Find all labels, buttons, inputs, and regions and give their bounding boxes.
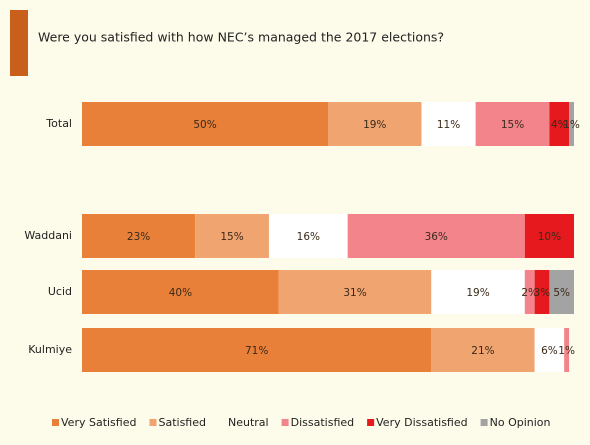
y-tick-label: Kulmiye	[28, 343, 72, 356]
bar-segment	[82, 328, 432, 372]
y-tick-label: Waddani	[24, 229, 72, 242]
bar-segment	[564, 328, 570, 372]
value-label: 71%	[245, 345, 268, 357]
legend-label: Dissatisfied	[291, 416, 355, 429]
title-accent	[10, 10, 28, 76]
value-label: 3%	[534, 287, 551, 299]
legend-label: Very Satisfied	[61, 416, 136, 429]
value-label: 19%	[466, 287, 489, 299]
y-tick-label: Total	[45, 117, 72, 130]
legend-label: No Opinion	[490, 416, 551, 429]
bar-segment	[569, 102, 574, 146]
value-label: 15%	[220, 231, 243, 243]
bar-segment	[431, 270, 525, 314]
legend-swatch	[480, 419, 488, 426]
value-label: 6%	[541, 345, 558, 357]
bar-segment	[195, 214, 269, 258]
bar-segment	[82, 214, 196, 258]
legend-label: Satisfied	[158, 416, 206, 429]
bar-segment	[278, 270, 432, 314]
value-label: 40%	[169, 287, 192, 299]
value-label: 4%	[551, 119, 568, 131]
legend-swatch	[367, 419, 375, 426]
bar-segment	[347, 214, 525, 258]
value-label: 23%	[127, 231, 150, 243]
bar-segment	[268, 214, 348, 258]
value-label: 16%	[297, 231, 320, 243]
legend-swatch	[149, 419, 157, 426]
value-label: 15%	[501, 119, 524, 131]
y-tick-label: Ucid	[48, 285, 72, 298]
value-label: 36%	[425, 231, 448, 243]
chart-title: Were you satisfied with how NEC’s manage…	[38, 30, 444, 45]
bar-segment	[82, 270, 279, 314]
value-label: 5%	[553, 287, 570, 299]
value-label: 11%	[437, 119, 460, 131]
legend-label: Very Dissatisfied	[376, 416, 467, 429]
legend-label: Neutral	[228, 416, 269, 429]
value-label: 19%	[363, 119, 386, 131]
bar-segment	[534, 270, 550, 314]
value-label: 10%	[538, 231, 561, 243]
bar-segment	[475, 102, 550, 146]
value-label: 1%	[563, 119, 580, 131]
value-label: 21%	[471, 345, 494, 357]
bar-segment	[549, 102, 570, 146]
value-label: 2%	[521, 287, 538, 299]
bar-segment	[549, 270, 574, 314]
legend-swatch	[281, 419, 289, 426]
value-label: 31%	[343, 287, 366, 299]
value-label: 1%	[558, 345, 575, 357]
value-label: 50%	[193, 119, 216, 131]
bar-segment	[534, 328, 565, 372]
bar-segment	[431, 328, 535, 372]
bar-segment	[82, 102, 328, 146]
legend-swatch	[52, 419, 59, 426]
bar-segment	[421, 102, 476, 146]
bar-segment	[328, 102, 422, 146]
bar-segment	[524, 270, 535, 314]
bar-segment	[524, 214, 574, 258]
